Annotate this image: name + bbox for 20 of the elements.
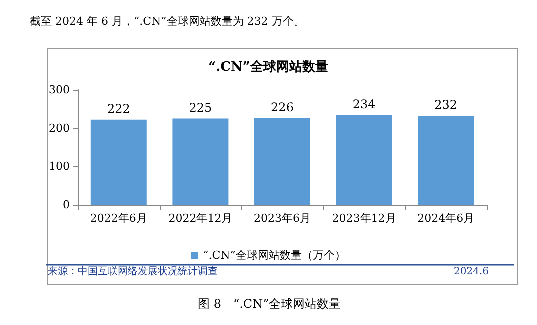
source-note: 来源：中国互联网络发展状况统计调查 [48,266,218,278]
chart-title: “.CN”全球网站数量 [208,59,328,75]
caption: 图 8 “.CN”全球网站数量 [198,297,342,311]
text: 截至 2024 年 6 月，“.CN”全球网站数量为 232 万个。 [30,15,305,28]
y-tick-label: 100 [49,160,70,174]
x-tick-label: 2022年12月 [168,212,233,225]
x-tick-label: 2023年6月 [254,212,311,225]
x-tick-label: 2022年6月 [90,212,148,225]
data-label: 234 [352,97,376,112]
y-tick-label: 300 [49,84,70,96]
data-label: 226 [271,100,294,114]
text: 2024.6 [454,266,490,278]
data-label: 222 [107,102,130,116]
legend-label: “.CN”全球网站数量（万个） [203,249,346,262]
data-label: 225 [189,100,212,115]
data-label: 232 [434,98,458,112]
x-tick-label: 2024年6月 [418,212,475,225]
x-tick-label: 2023年12月 [332,212,396,225]
y-tick-label: 0 [63,198,70,212]
y-tick-label: 200 [49,122,70,135]
